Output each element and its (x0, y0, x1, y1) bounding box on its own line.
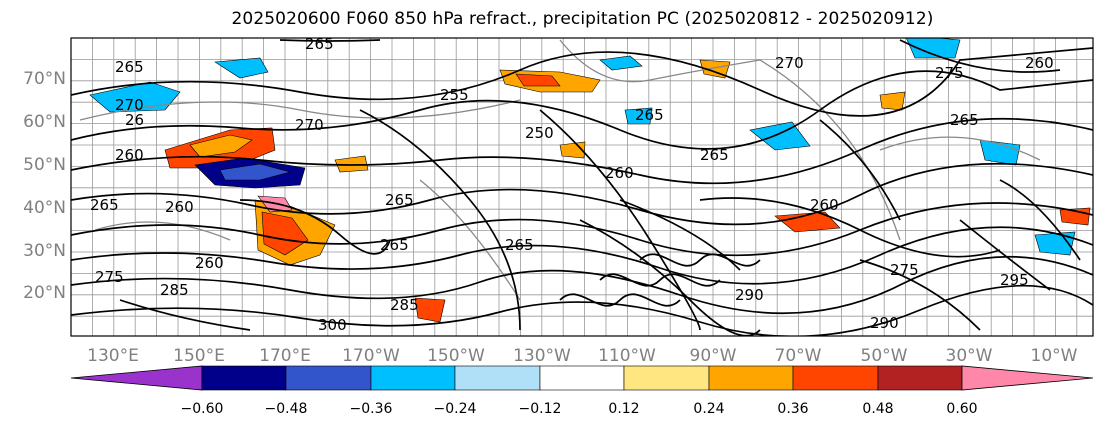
colorbar-tick-label: 0.36 (777, 401, 808, 417)
contour-labels: 265 265 270 270 26 260 265 255 250 265 2… (90, 35, 1054, 334)
colorbar-tick-label: −0.24 (434, 401, 477, 417)
contour-label: 260 (1025, 54, 1054, 72)
contour-label: 26 (125, 111, 144, 129)
contour-label: 265 (700, 146, 729, 164)
contour-label: 255 (440, 86, 469, 104)
contour-label: 275 (935, 64, 964, 82)
contour-label: 285 (390, 296, 419, 314)
contour-label: 300 (318, 316, 347, 334)
colorbar-tick-label: −0.60 (181, 401, 224, 417)
contour-label: 260 (605, 164, 634, 182)
colorbar-tick-label: −0.12 (519, 401, 562, 417)
contour-label: 295 (1000, 271, 1029, 289)
lon-label: 150°E (173, 346, 225, 366)
contour-label: 265 (505, 236, 534, 254)
contour-label: 275 (890, 261, 919, 279)
colorbar-segment (201, 365, 287, 391)
lon-label: 130°W (513, 346, 571, 366)
lon-label: 170°W (342, 346, 400, 366)
lon-label: 10°W (1031, 346, 1078, 366)
colorbar-segment (623, 365, 710, 391)
contour-label: 265 (385, 191, 414, 209)
contour-label: 265 (380, 236, 409, 254)
latitude-labels: 70°N 60°N 50°N 40°N 30°N 20°N (23, 69, 66, 303)
lon-label: 170°E (259, 346, 311, 366)
contour-label: 260 (810, 196, 839, 214)
contour-label: 260 (195, 254, 224, 272)
longitude-labels: 130°E 150°E 170°E 170°W 150°W 130°W 110°… (87, 346, 1078, 366)
lat-label: 40°N (23, 198, 66, 218)
contour-label: 290 (735, 286, 764, 304)
lon-label: 70°W (775, 346, 822, 366)
contour-label: 265 (305, 35, 334, 53)
map-plot-area: 265 265 270 270 26 260 265 255 250 265 2… (71, 35, 1093, 336)
colorbar-segment (877, 365, 963, 391)
contour-label: 270 (775, 54, 804, 72)
secondary-contours (79, 39, 1041, 301)
lon-label: 30°W (946, 346, 993, 366)
colorbar-segment (708, 365, 794, 391)
colorbar-tick-label: −0.36 (350, 401, 393, 417)
contour-label: 265 (950, 111, 979, 129)
contour-label: 265 (115, 58, 144, 76)
contour-label: 260 (165, 198, 194, 216)
lat-label: 50°N (23, 155, 66, 175)
lon-label: 130°E (87, 346, 139, 366)
colorbar-extend-max (961, 365, 1094, 391)
colorbar-tick-label: 0.12 (608, 401, 639, 417)
contour-label: 275 (95, 268, 124, 286)
precipitation-shading (89, 38, 1091, 323)
colorbar-segment (539, 365, 625, 391)
colorbar (70, 365, 1094, 391)
colorbar-segment (370, 365, 456, 391)
colorbar-tick-labels: −0.60 −0.48 −0.36 −0.24 −0.12 0.12 0.24 … (181, 401, 978, 417)
lon-label: 110°W (598, 346, 656, 366)
map-frame (70, 37, 1094, 337)
lat-label: 30°N (23, 241, 66, 261)
colorbar-tick-label: 0.60 (946, 401, 977, 417)
lat-label: 70°N (23, 69, 66, 89)
colorbar-segment (454, 365, 541, 391)
colorbar-tick-label: 0.48 (862, 401, 893, 417)
colorbar-segment (792, 365, 879, 391)
contour-label: 270 (295, 116, 324, 134)
lat-label: 20°N (23, 283, 66, 303)
contour-label: 290 (870, 314, 899, 332)
lon-label: 90°W (690, 346, 737, 366)
lon-label: 50°W (861, 346, 908, 366)
lon-label: 150°W (427, 346, 485, 366)
contour-label: 285 (160, 281, 189, 299)
colorbar-segment (285, 365, 372, 391)
lat-label: 60°N (23, 112, 66, 132)
colorbar-tick-label: −0.48 (265, 401, 308, 417)
contour-label: 270 (115, 96, 144, 114)
contour-label: 265 (635, 106, 664, 124)
colorbar-extend-min (70, 365, 203, 391)
contour-label: 260 (115, 146, 144, 164)
contour-label: 265 (90, 196, 119, 214)
colorbar-tick-label: 0.24 (693, 401, 724, 417)
contour-label: 250 (525, 124, 554, 142)
map-title: 2025020600 F060 850 hPa refract., precip… (231, 9, 934, 29)
